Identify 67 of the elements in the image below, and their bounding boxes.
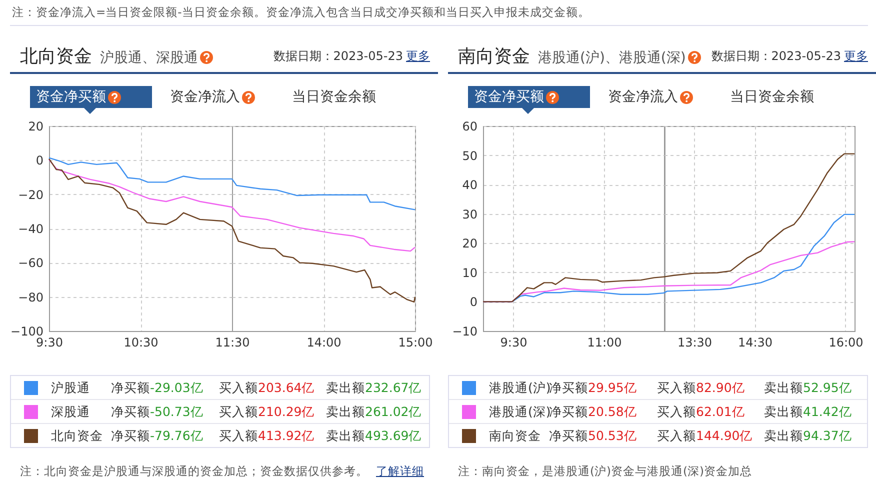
x-tick-label: 13:30 <box>678 335 712 350</box>
y-tick-label: 60 <box>462 120 478 134</box>
text: 买入额62.01亿 <box>657 404 745 419</box>
text: 注：资金净流入=当日资金限额-当日资金余额。资金净流入包含当日成交净买额和当日买入申报未成交金额。 <box>12 5 590 19</box>
text: 净买额-29.03亿 <box>111 380 204 395</box>
chart-subtitle: 沪股通、深股通 <box>100 50 198 66</box>
x-tick-label: 14:00 <box>306 336 342 350</box>
text: 卖出额41.42亿 <box>764 404 852 419</box>
text: 数据日期：2023-05-23 <box>273 49 403 63</box>
text: 买入额144.90亿 <box>657 428 753 443</box>
text: 净买额-50.73亿 <box>111 404 204 419</box>
y-tick-label: −20 <box>18 188 44 202</box>
x-tick-label: 9:30 <box>500 335 528 350</box>
text: 当日资金余额 <box>292 89 376 105</box>
x-tick-label: 11:30 <box>215 336 250 350</box>
y-tick-label: 20 <box>28 120 44 134</box>
legend-label: 南向资金 <box>489 428 541 445</box>
text: 买入额210.29亿 <box>219 404 315 419</box>
text: 了解详细 <box>376 464 424 478</box>
text: 资金净买额 <box>474 89 544 105</box>
x-tick-label: 9:30 <box>36 336 63 350</box>
text: 更多 <box>844 49 868 63</box>
chart-title: 北向资金 <box>20 46 92 67</box>
text: 净买额29.95亿 <box>549 380 637 395</box>
text: 资金净买额 <box>36 89 106 105</box>
y-tick-label: 0 <box>36 154 44 168</box>
y-tick-label: 10 <box>462 266 478 280</box>
y-tick-label: 30 <box>462 207 478 222</box>
legend-label: 港股通(深) <box>489 404 551 421</box>
text: 买入额203.64亿 <box>219 380 315 395</box>
x-tick-label: 14:30 <box>738 335 773 350</box>
y-tick-label: 50 <box>462 148 478 163</box>
text: 买入额413.92亿 <box>219 428 315 443</box>
text: 注：南向资金，是港股通(沪)资金与港股通(深)资金加总 <box>458 464 752 478</box>
text: 注：北向资金是沪股通与深股通的资金加总；资金数据仅供参考。 <box>20 464 368 478</box>
text: 卖出额232.67亿 <box>326 380 422 395</box>
y-tick-label: −60 <box>18 256 44 270</box>
text: 卖出额94.37亿 <box>764 428 852 443</box>
y-tick-label: 20 <box>462 236 478 251</box>
text: 更多 <box>406 49 430 63</box>
y-tick-label: −80 <box>18 290 44 304</box>
text: 卖出额261.02亿 <box>326 404 422 419</box>
legend-label: 北向资金 <box>51 428 103 445</box>
y-tick-label: 0 <box>470 295 478 310</box>
legend-label: 深股通 <box>51 404 90 421</box>
chart-title: 南向资金 <box>458 46 530 67</box>
text: 当日资金余额 <box>730 89 814 105</box>
text: 卖出额493.69亿 <box>326 428 422 443</box>
x-tick-label: 16:00 <box>829 335 864 350</box>
text: 买入额82.90亿 <box>657 380 745 395</box>
text: 资金净流入 <box>608 89 678 105</box>
x-tick-label: 15:00 <box>398 336 433 350</box>
y-tick-label: −40 <box>18 222 44 236</box>
y-tick-label: −10 <box>452 324 478 338</box>
y-tick-label: −100 <box>10 324 44 338</box>
text: 卖出额52.95亿 <box>764 380 852 395</box>
text: 净买额20.58亿 <box>549 404 637 419</box>
legend-label: 港股通(沪) <box>489 380 551 397</box>
text: 净买额50.53亿 <box>549 428 637 443</box>
text: 净买额-79.76亿 <box>111 428 204 443</box>
chart-subtitle: 港股通(沪)、港股通(深) <box>538 50 686 66</box>
text: 资金净流入 <box>170 89 240 105</box>
legend-label: 沪股通 <box>51 380 90 397</box>
text: 数据日期：2023-05-23 <box>711 49 841 63</box>
x-tick-label: 10:30 <box>124 336 158 350</box>
y-tick-label: 40 <box>462 178 478 192</box>
x-tick-label: 11:00 <box>587 335 622 350</box>
